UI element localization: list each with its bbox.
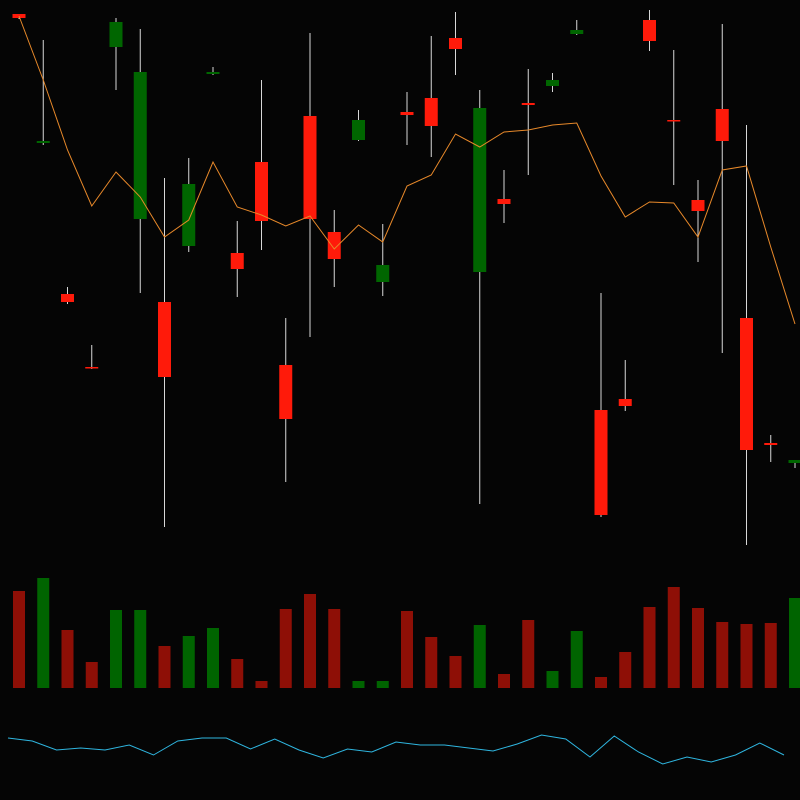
- volume-bar: [789, 598, 800, 688]
- volume-bar: [352, 681, 365, 688]
- volume-bar: [546, 671, 559, 688]
- candle-body: [255, 162, 268, 221]
- candle-body: [594, 410, 608, 515]
- candle-body: [327, 232, 341, 259]
- candle-body: [546, 80, 559, 86]
- candle-body: [521, 103, 535, 105]
- candle-body: [303, 116, 317, 219]
- volume-bar: [570, 631, 583, 688]
- candle-body: [715, 109, 729, 141]
- candle-body: [158, 302, 171, 377]
- volume-bar: [376, 681, 389, 688]
- candle-body: [352, 120, 365, 140]
- candle-body: [618, 399, 632, 406]
- volume-bar: [61, 630, 74, 688]
- volume-bar: [231, 659, 244, 688]
- candle-body: [497, 199, 511, 204]
- candle-body: [36, 141, 50, 143]
- candle-body: [449, 38, 462, 49]
- volume-bar: [255, 681, 268, 688]
- candle-body: [788, 460, 800, 463]
- volume-bar: [158, 646, 171, 688]
- volume-bar: [692, 608, 704, 688]
- volume-bar: [473, 625, 486, 688]
- candle-body: [691, 200, 705, 211]
- candle-body: [109, 22, 123, 47]
- volume-bar: [134, 610, 147, 688]
- volume-bar: [764, 623, 777, 688]
- volume-bar: [498, 674, 510, 688]
- candle-body: [279, 365, 293, 419]
- volume-bar: [13, 591, 25, 688]
- candle-body: [424, 98, 438, 126]
- volume-bar: [425, 637, 438, 688]
- volume-bar: [37, 578, 50, 688]
- candle-body: [376, 265, 390, 282]
- volume-bar: [449, 656, 462, 688]
- volume-bar: [279, 609, 292, 688]
- volume-bar: [522, 620, 535, 688]
- volume-bar: [619, 652, 632, 688]
- volume-bar: [643, 607, 656, 688]
- candle-body: [182, 184, 196, 246]
- candle-body: [230, 253, 244, 269]
- volume-bar: [304, 594, 316, 688]
- volume-bar: [328, 609, 341, 688]
- volume-bar: [595, 677, 607, 688]
- candle-body: [206, 72, 220, 74]
- volume-bar: [740, 624, 753, 688]
- candle-body: [570, 30, 584, 34]
- volume-bar: [85, 662, 98, 688]
- candle-body: [667, 120, 681, 122]
- candle-body: [61, 294, 74, 302]
- candle-body: [133, 72, 147, 219]
- candle-body: [473, 108, 487, 272]
- candle-body: [643, 20, 656, 41]
- candle-body: [764, 443, 778, 445]
- candle-body: [85, 367, 99, 369]
- candle-body: [740, 318, 753, 450]
- indicator-line: [7, 734, 785, 765]
- volume-bar: [207, 628, 219, 688]
- volume-bar: [667, 587, 680, 688]
- volume-bar: [110, 610, 122, 688]
- volume-bar: [716, 622, 729, 688]
- volume-bar: [182, 636, 195, 688]
- volume-bar: [401, 611, 413, 688]
- candle-body: [400, 112, 414, 115]
- moving-average-line: [18, 15, 796, 325]
